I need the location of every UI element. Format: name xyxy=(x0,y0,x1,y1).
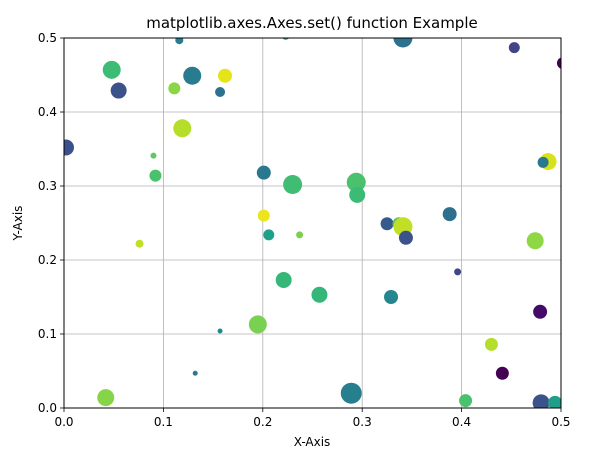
scatter-point xyxy=(248,315,267,334)
scatter-point xyxy=(97,389,115,407)
y-axis-ticks: 0.0 0.1 0.2 0.3 0.4 0.5 xyxy=(38,31,64,415)
scatter-point xyxy=(64,139,74,156)
scatter-point xyxy=(168,82,181,95)
scatter-point xyxy=(215,87,226,98)
scatter-point xyxy=(311,286,328,303)
x-axis-label: X-Axis xyxy=(294,435,331,449)
scatter-point xyxy=(257,209,270,222)
x-tick-label: 0.2 xyxy=(253,415,272,429)
scatter-point xyxy=(192,370,198,376)
scatter-point xyxy=(398,230,413,245)
x-tick-label: 0.4 xyxy=(452,415,471,429)
scatter-point xyxy=(384,290,399,304)
scatter-point xyxy=(532,394,550,408)
scatter-point xyxy=(110,82,127,99)
scatter-point xyxy=(296,231,304,239)
scatter-point xyxy=(346,172,366,192)
scatter-point xyxy=(442,207,457,222)
scatter-point xyxy=(556,57,561,69)
scatter-point xyxy=(275,271,292,288)
x-tick-label: 0.3 xyxy=(353,415,372,429)
chart-title: matplotlib.axes.Axes.set() function Exam… xyxy=(146,14,477,32)
scatter-point xyxy=(175,38,184,45)
x-tick-label: 0.1 xyxy=(154,415,173,429)
scatter-point xyxy=(459,394,473,408)
scatter-point xyxy=(135,239,144,248)
data-points xyxy=(64,38,561,408)
scatter-point xyxy=(183,66,202,85)
scatter-point xyxy=(102,60,121,79)
scatter-point xyxy=(526,232,544,250)
y-tick-label: 0.3 xyxy=(38,179,57,193)
scatter-point xyxy=(283,175,303,195)
scatter-point xyxy=(537,156,549,168)
y-axis-label: Y-Axis xyxy=(11,206,25,242)
scatter-point xyxy=(149,169,162,182)
scatter-point xyxy=(340,382,362,404)
scatter-point xyxy=(533,304,548,319)
scatter-point xyxy=(349,186,366,203)
y-tick-label: 0.1 xyxy=(38,327,57,341)
scatter-point xyxy=(256,165,271,180)
scatter-point xyxy=(508,42,520,54)
scatter-point xyxy=(380,217,394,231)
scatter-point xyxy=(548,395,561,408)
scatter-point xyxy=(218,68,233,83)
y-tick-label: 0.2 xyxy=(38,253,57,267)
scatter-point xyxy=(173,119,192,138)
y-tick-label: 0.4 xyxy=(38,105,57,119)
x-tick-label: 0.5 xyxy=(551,415,570,429)
scatter-point xyxy=(393,38,413,48)
y-tick-label: 0.5 xyxy=(38,31,57,45)
scatter-point xyxy=(217,328,223,334)
x-tick-label: 0.0 xyxy=(54,415,73,429)
scatter-point xyxy=(454,268,462,276)
x-axis-ticks: 0.0 0.1 0.2 0.3 0.4 0.5 xyxy=(54,408,571,429)
scatter-point xyxy=(484,337,498,351)
scatter-point xyxy=(263,229,275,241)
scatter-point xyxy=(150,152,157,159)
scatter-point xyxy=(495,366,509,380)
plot-frame xyxy=(63,37,562,409)
y-tick-label: 0.0 xyxy=(38,401,57,415)
